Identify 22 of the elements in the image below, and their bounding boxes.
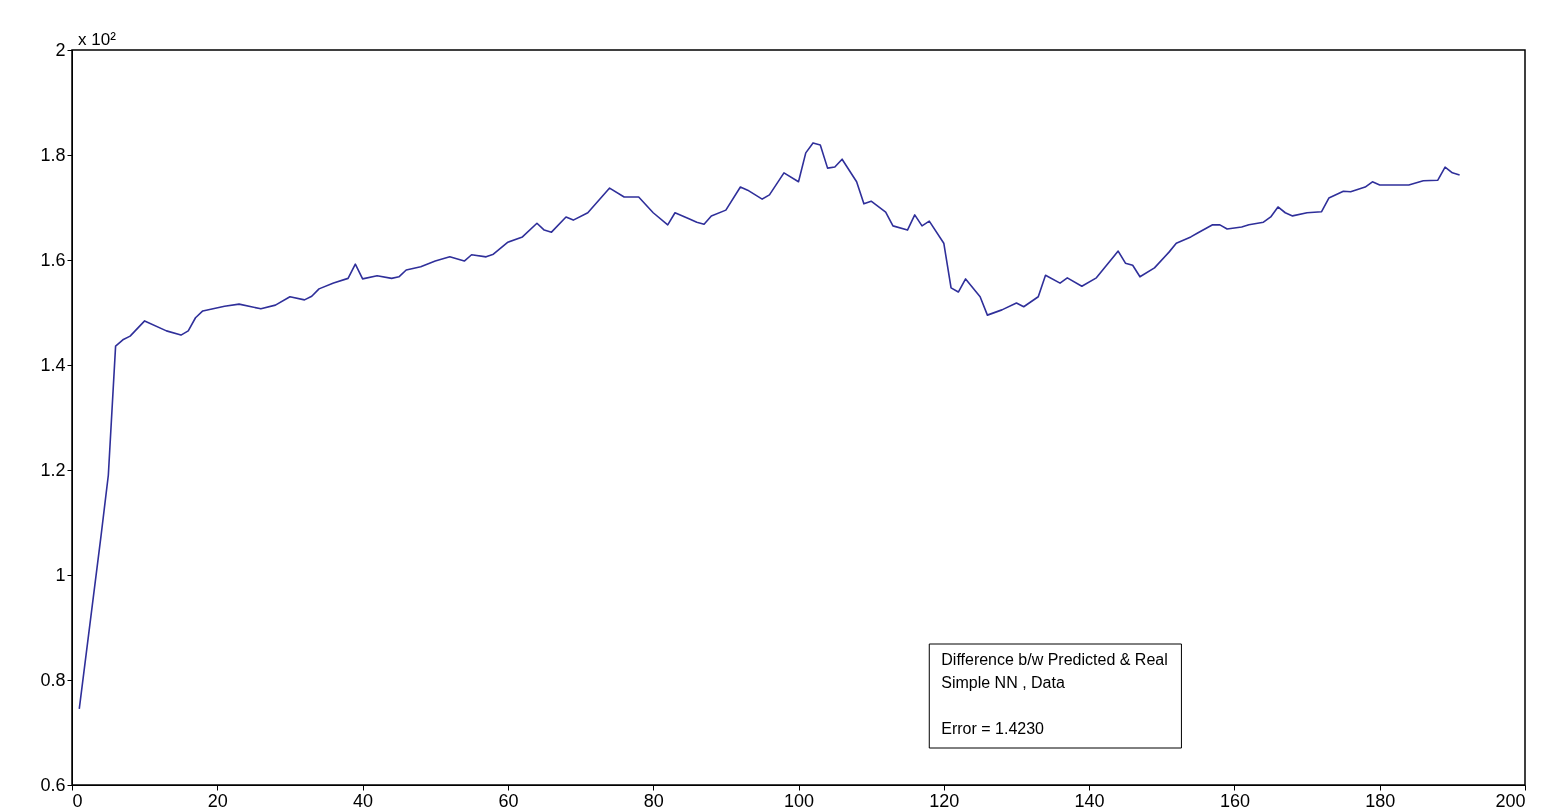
x-tick-label: 100: [783, 790, 815, 811]
y-tick-label: 1.6: [40, 249, 66, 270]
x-tick-label: 40: [353, 790, 374, 811]
y-tick-label: 1.8: [40, 144, 66, 165]
x-tick-label: 180: [1365, 790, 1396, 811]
y-tick-label: 1.2: [40, 459, 66, 480]
x-tick-label: 160: [1219, 790, 1250, 811]
text: Difference b/w Predicted & Real Simple NN , Data Error = 1.4230: [941, 651, 1168, 737]
x-tick-label: 80: [643, 790, 664, 811]
y-tick-label: 0.6: [40, 774, 66, 795]
text: x 10²: [78, 30, 117, 49]
y-tick-label: 0.8: [40, 669, 66, 690]
y-tick-label: 1: [55, 564, 66, 585]
x-tick-label: 0: [72, 790, 83, 811]
y-tick-label: 2: [55, 39, 66, 60]
x-tick-label: 200: [1495, 790, 1526, 811]
x-tick-label: 60: [498, 790, 519, 811]
x-tick-label: 120: [929, 790, 960, 811]
y-tick-label: 1.4: [40, 354, 66, 375]
x-tick-label: 20: [207, 790, 228, 811]
x-tick-label: 140: [1074, 790, 1105, 811]
line-series: [78, 142, 1461, 710]
